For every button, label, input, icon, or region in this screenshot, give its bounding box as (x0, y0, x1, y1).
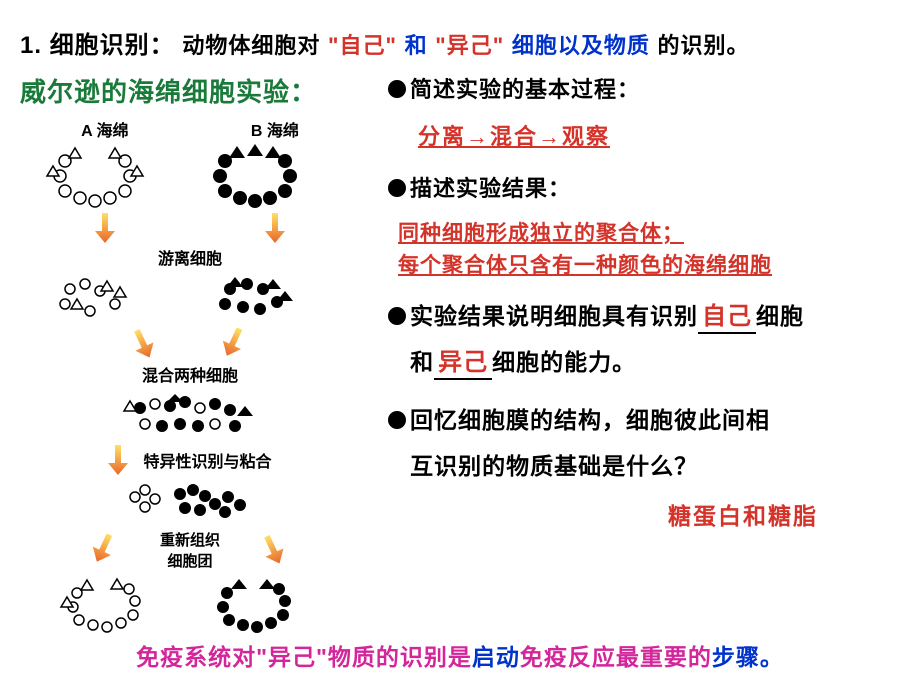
bottom-p4: 启动 (472, 644, 520, 670)
arrow-icon (108, 445, 128, 475)
bottom-p5: 免疫反应最重要的 (520, 644, 712, 670)
label-sponge-b: B 海绵 (251, 117, 299, 141)
sponge-diagram: A 海绵 B 海绵 (20, 117, 360, 638)
bottom-p1: 免疫系统对 (136, 644, 256, 670)
question-4: 回忆细胞膜的结构，细胞彼此间相 互识别的物质基础是什么？ (388, 397, 900, 489)
content-row: 威尔逊的海绵细胞实验： A 海绵 B 海绵 (20, 72, 900, 640)
answer-2: 同种细胞形成独立的聚合体； 每个聚合体只含有一种颜色的海绵细胞 (398, 218, 900, 281)
experiment-subtitle: 威尔逊的海绵细胞实验： (20, 72, 380, 109)
arrow-icon (95, 213, 115, 243)
a2-line1: 同种细胞形成独立的聚合体； (398, 222, 684, 245)
arrow-icon (130, 328, 160, 360)
title-suffix: 的识别。 (658, 33, 750, 58)
arrow-icon (220, 328, 250, 360)
free-cells-svg (25, 271, 355, 326)
question-1: 简述实验的基本过程： (388, 72, 900, 104)
question-2: 描述实验结果： (388, 171, 900, 203)
label-mix-cells: 混合两种细胞 (142, 362, 238, 386)
arrow-icon (260, 534, 290, 566)
bullet-icon (388, 179, 406, 197)
title-and: 和 (405, 33, 428, 58)
title-nonself: "异己" (435, 33, 504, 58)
label-free-cells: 游离细胞 (158, 245, 222, 269)
q3-end: 细胞的能力。 (492, 349, 636, 375)
mixed-cells-svg (90, 388, 290, 443)
title-line: 1. 细胞识别： 动物体细胞对 "自己" 和 "异己" 细胞以及物质 的识别。 (20, 25, 900, 60)
label-reorganize2: 细胞团 (160, 550, 220, 571)
label-specific: 特异性识别与粘合 (143, 448, 271, 472)
q3-and: 和 (410, 349, 434, 375)
label-sponge-a: A 海绵 (81, 117, 128, 141)
left-column: 威尔逊的海绵细胞实验： A 海绵 B 海绵 (20, 72, 380, 640)
question-3: 实验结果说明细胞具有识别自己细胞 和异己细胞的能力。 (388, 293, 900, 385)
bottom-p3: 物质的识别是 (328, 644, 472, 670)
right-column: 简述实验的基本过程： 分离→混合→观察 描述实验结果： 同种细胞形成独立的聚合体… (380, 72, 900, 640)
a2-line2: 每个聚合体只含有一种颜色的海绵细胞 (398, 254, 772, 277)
top-clusters-svg (25, 141, 355, 211)
q4-line2: 互识别的物质基础是什么？ (410, 453, 698, 479)
bottom-statement: 免疫系统对"异己"物质的识别是启动免疫反应最重要的步骤。 (0, 638, 920, 672)
q1-text: 简述实验的基本过程： (410, 77, 640, 102)
label-reorganize1: 重新组织 (160, 529, 220, 550)
final-rings-svg (25, 573, 355, 638)
arrow-icon (90, 534, 120, 566)
bottom-p2: "异己" (256, 644, 328, 670)
recognized-svg (90, 477, 290, 527)
bottom-p6: 步骤。 (712, 644, 784, 670)
title-cells: 细胞以及物质 (512, 33, 650, 58)
bullet-icon (388, 80, 406, 98)
q3-mid: 细胞 (756, 303, 804, 329)
arrow-icon (265, 213, 285, 243)
answer-4: 糖蛋白和糖脂 (668, 497, 900, 531)
q3-pre: 实验结果说明细胞具有识别 (410, 303, 698, 329)
slide-container: 1. 细胞识别： 动物体细胞对 "自己" 和 "异己" 细胞以及物质 的识别。 … (0, 0, 920, 690)
bullet-icon (388, 411, 406, 429)
blank-self: 自己 (698, 303, 756, 334)
bullet-icon (388, 307, 406, 325)
title-prefix: 动物体细胞对 (182, 33, 320, 58)
blank-nonself: 异己 (434, 349, 492, 380)
answer-1: 分离→混合→观察 (418, 119, 900, 151)
title-number: 1. (20, 32, 42, 59)
q4-line1: 回忆细胞膜的结构，细胞彼此间相 (410, 407, 770, 433)
title-self: "自己" (328, 33, 397, 58)
title-main: 细胞识别： (50, 32, 175, 59)
q2-text: 描述实验结果： (410, 176, 571, 201)
